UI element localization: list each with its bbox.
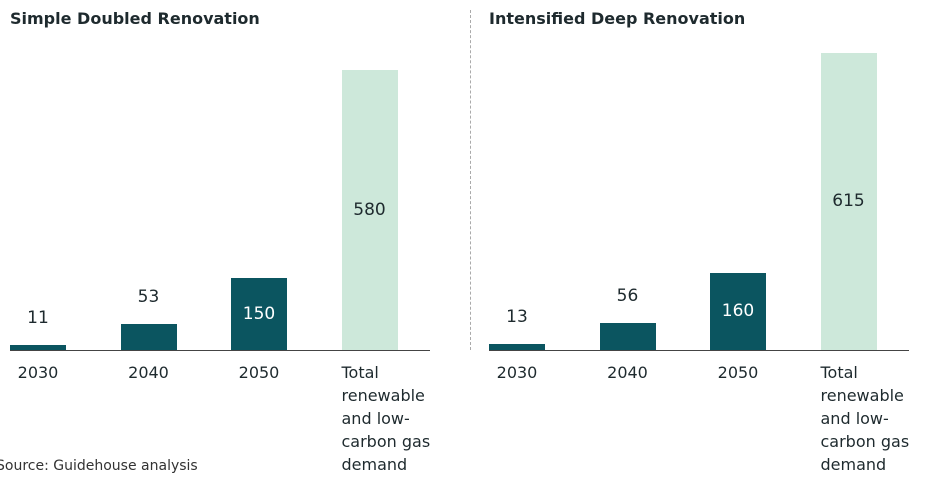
bar bbox=[820, 52, 877, 350]
bar bbox=[231, 277, 287, 350]
source: Source: Guidehouse analysis bbox=[0, 458, 198, 474]
value-label: 150 bbox=[242, 303, 276, 324]
x-tick-label: 2030 bbox=[17, 363, 59, 382]
x-tick-label: Total renewable and low-carbon gas deman… bbox=[820, 363, 910, 474]
axis-line bbox=[489, 350, 909, 351]
bar bbox=[599, 322, 656, 350]
bar bbox=[710, 272, 766, 350]
chart-title: Intensified Deep Renovation bbox=[489, 9, 746, 28]
value-label: 580 bbox=[353, 199, 386, 220]
bar bbox=[120, 324, 177, 350]
bar bbox=[489, 343, 545, 350]
x-tick-label: 2040 bbox=[128, 363, 169, 382]
chart-title: Simple Doubled Renovation bbox=[10, 9, 260, 28]
axis-line bbox=[10, 350, 430, 351]
value-label: 53 bbox=[137, 287, 160, 308]
x-tick-label: Total renewable and low-carbon gas deman… bbox=[341, 363, 431, 474]
x-tick-label: 2050 bbox=[717, 363, 759, 382]
value-label: 11 bbox=[27, 307, 49, 328]
x-tick-label: 2050 bbox=[238, 363, 280, 382]
bar bbox=[341, 69, 398, 350]
value-label: 56 bbox=[616, 285, 639, 306]
value-label: 615 bbox=[832, 191, 865, 212]
value-label: 13 bbox=[506, 306, 528, 327]
x-tick-label: 2030 bbox=[496, 363, 538, 382]
bar bbox=[10, 344, 66, 350]
divider bbox=[470, 10, 471, 350]
value-label: 160 bbox=[721, 301, 755, 322]
x-tick-label: 2040 bbox=[607, 363, 648, 382]
